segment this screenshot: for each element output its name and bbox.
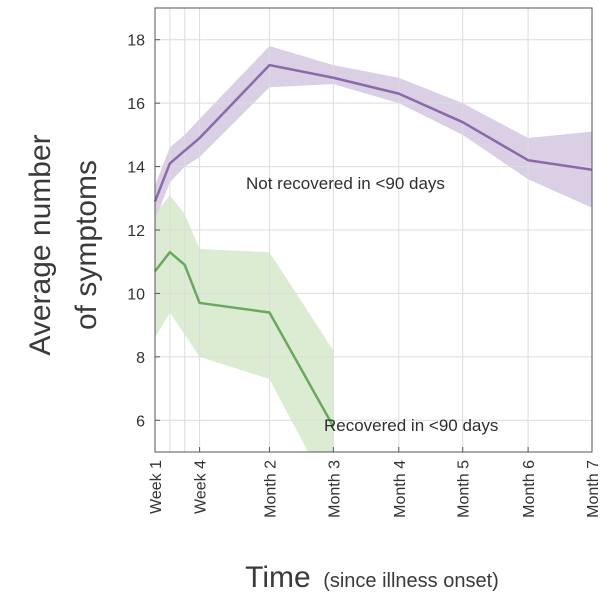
- x-tick-label: Month 3: [326, 460, 343, 518]
- x-tick-label: Week 4: [193, 460, 210, 514]
- x-tick-label: Month 2: [262, 460, 279, 518]
- line-not-recovered-in-90-days: [153, 63, 593, 202]
- x-tick-label: Week 1: [148, 460, 165, 514]
- grid-lines: [154, 8, 593, 452]
- x-tick-label: Month 7: [585, 460, 602, 518]
- line-recovered-in-90-days: [154, 250, 335, 428]
- band-recovered-in-90-days: [155, 195, 334, 452]
- series-lines: [153, 63, 593, 428]
- y-tick-label: 18: [127, 33, 145, 50]
- band-not-recovered-in-90-days: [155, 46, 592, 221]
- x-tick-label: Month 4: [392, 460, 409, 518]
- y-axis-label-line-1: Average number: [24, 134, 57, 355]
- x-axis-label-note: (since illness onset): [323, 570, 499, 592]
- y-tick-label: 6: [136, 413, 145, 430]
- series-label-recovered: Recovered in <90 days: [324, 416, 498, 435]
- y-tick-label: 10: [127, 286, 145, 303]
- x-tick-label: Month 5: [456, 460, 473, 518]
- x-tick-label: Month 6: [521, 460, 538, 518]
- series-label-not-recovered: Not recovered in <90 days: [246, 174, 445, 193]
- y-tick-label: 8: [136, 350, 145, 367]
- y-tick-label: 12: [127, 223, 145, 240]
- y-tick-label: 16: [127, 96, 145, 113]
- x-axis-ticks: Week 1 Week 4 Month 2 Month 3 Month 4 Month 5…: [148, 447, 602, 518]
- x-axis-label-main: Time: [245, 561, 311, 592]
- y-tick-label: 14: [127, 160, 145, 177]
- y-axis-label-line-2: of symptoms: [70, 160, 103, 330]
- x-axis-label: Time (since illness onset): [245, 561, 499, 592]
- y-axis-ticks: 6 8 10 12 14 16 18: [127, 33, 160, 430]
